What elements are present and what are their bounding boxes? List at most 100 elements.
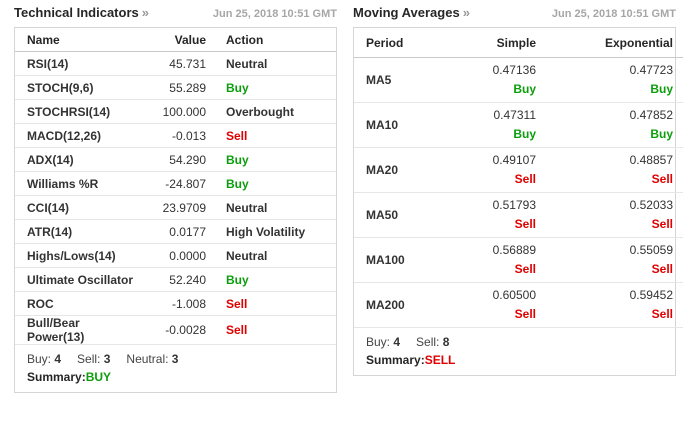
summary-line: Summary:BUY [27,370,324,384]
summary-label: Summary: [27,370,86,384]
ma-simple-cell: 0.47136 Buy [466,57,536,103]
ma-simple-cell: 0.47311 Buy [466,102,536,148]
technical-indicators-title-link[interactable]: Technical Indicators» [14,5,149,20]
signal-count: Buy: 4 [366,335,401,349]
table-row: ROC -1.008 Sell [15,291,336,316]
signal-counts: Buy: 4 Sell: 3 Neutral: 3 [27,352,324,366]
signal-counts: Buy: 4 Sell: 8 [366,335,663,349]
indicator-name: Bull/Bear Power(13) [15,315,134,345]
technical-indicators-table: Name Value Action RSI(14) 45.731 Neutral ST… [15,28,336,345]
ma-simple-action: Sell [514,307,536,321]
table-row: MACD(12,26) -0.013 Sell [15,123,336,148]
ma-period: MA5 [354,57,466,103]
ma-exponential-action: Sell [651,307,673,321]
table-row: Bull/Bear Power(13) -0.0028 Sell [15,315,336,345]
signal-count: Sell: 8 [416,335,450,349]
indicator-name: ADX(14) [15,147,134,172]
indicator-name: Ultimate Oscillator [15,267,134,292]
ma-simple-value: 0.56889 [492,243,536,257]
ma-exponential-value: 0.55059 [629,243,673,257]
column-header-value: Value [134,28,206,52]
summary-value: SELL [424,353,456,367]
indicator-action: Buy [206,147,336,172]
column-header-action: Action [206,28,336,52]
signal-count: Sell: 3 [77,352,111,366]
column-header-name: Name [15,28,134,52]
moving-averages-summary: Buy: 4 Sell: 8 Summary:SELL [354,328,675,375]
indicator-action: Sell [206,123,336,148]
technical-indicators-summary: Buy: 4 Sell: 3 Neutral: 3 Summary:BUY [15,345,336,392]
ma-exponential-cell: 0.55059 Sell [536,237,683,283]
indicator-value: -24.807 [134,171,206,196]
moving-averages-header: Moving Averages» Jun 25, 2018 10:51 GMT [353,0,676,25]
table-row: Ultimate Oscillator 52.240 Buy [15,267,336,292]
indicator-name: ATR(14) [15,219,134,244]
ti-tbody: RSI(14) 45.731 Neutral STOCH(9,6) 55.289 Buy S… [15,51,336,345]
ma-exponential-action: Sell [651,217,673,231]
ma-simple-value: 0.60500 [492,288,536,302]
moving-averages-table: Period Simple Exponential MA5 0.47136 Buy 0… [354,28,683,328]
summary-value: BUY [85,370,112,384]
moving-averages-panel: Moving Averages» Jun 25, 2018 10:51 GMT … [353,0,683,376]
indicator-value: 54.290 [134,147,206,172]
table-header-row: Period Simple Exponential [354,28,683,58]
indicator-action: Sell [206,291,336,316]
indicator-value: 55.289 [134,75,206,100]
table-row: MA200 0.60500 Sell 0.59452 Sell [354,282,683,328]
ma-exponential-action: Buy [650,82,673,96]
ma-exponential-cell: 0.59452 Sell [536,282,683,328]
ma-exponential-cell: 0.48857 Sell [536,147,683,193]
ma-simple-value: 0.51793 [492,198,536,212]
ma-simple-cell: 0.60500 Sell [466,282,536,328]
ma-period: MA20 [354,147,466,193]
technical-indicators-header: Technical Indicators» Jun 25, 2018 10:51… [14,0,337,25]
indicator-name: MACD(12,26) [15,123,134,148]
column-header-simple: Simple [466,28,536,58]
indicator-action: Neutral [206,51,336,76]
indicator-value: -1.008 [134,291,206,316]
indicator-action: Sell [206,315,336,345]
column-header-period: Period [354,28,466,58]
indicator-action: Buy [206,75,336,100]
moving-averages-title-link[interactable]: Moving Averages» [353,5,470,20]
indicator-action: Neutral [206,243,336,268]
ma-simple-cell: 0.56889 Sell [466,237,536,283]
ma-simple-action: Sell [514,217,536,231]
indicator-value: 45.731 [134,51,206,76]
technical-indicators-panel: Technical Indicators» Jun 25, 2018 10:51… [14,0,337,393]
table-row: CCI(14) 23.9709 Neutral [15,195,336,220]
title-text: Moving Averages [353,5,460,20]
ma-period: MA10 [354,102,466,148]
indicator-name: STOCHRSI(14) [15,99,134,124]
table-row: STOCH(9,6) 55.289 Buy [15,75,336,100]
indicator-action: Overbought [206,99,336,124]
ma-period: MA100 [354,237,466,283]
indicator-name: Williams %R [15,171,134,196]
column-header-exponential: Exponential [536,28,683,58]
signal-count: Neutral: 3 [126,352,179,366]
ma-exponential-value: 0.47723 [629,63,673,77]
table-row: MA50 0.51793 Sell 0.52033 Sell [354,192,683,238]
ma-simple-action: Buy [513,127,536,141]
ma-simple-action: Sell [514,262,536,276]
ma-simple-value: 0.47136 [492,63,536,77]
chevron-right-icon: » [462,5,470,20]
table-row: Highs/Lows(14) 0.0000 Neutral [15,243,336,268]
ma-exponential-action: Sell [651,262,673,276]
table-row: MA20 0.49107 Sell 0.48857 Sell [354,147,683,193]
table-row: RSI(14) 45.731 Neutral [15,51,336,76]
indicator-value: 23.9709 [134,195,206,220]
indicator-action: Buy [206,171,336,196]
ma-exponential-value: 0.47852 [629,108,673,122]
summary-label: Summary: [366,353,425,367]
ma-exponential-action: Buy [650,127,673,141]
indicator-name: Highs/Lows(14) [15,243,134,268]
indicator-name: STOCH(9,6) [15,75,134,100]
timestamp: Jun 25, 2018 10:51 GMT [551,8,676,20]
indicator-action: Neutral [206,195,336,220]
ma-exponential-value: 0.52033 [629,198,673,212]
indicator-value: 100.000 [134,99,206,124]
table-row: MA100 0.56889 Sell 0.55059 Sell [354,237,683,283]
table-row: MA10 0.47311 Buy 0.47852 Buy [354,102,683,148]
